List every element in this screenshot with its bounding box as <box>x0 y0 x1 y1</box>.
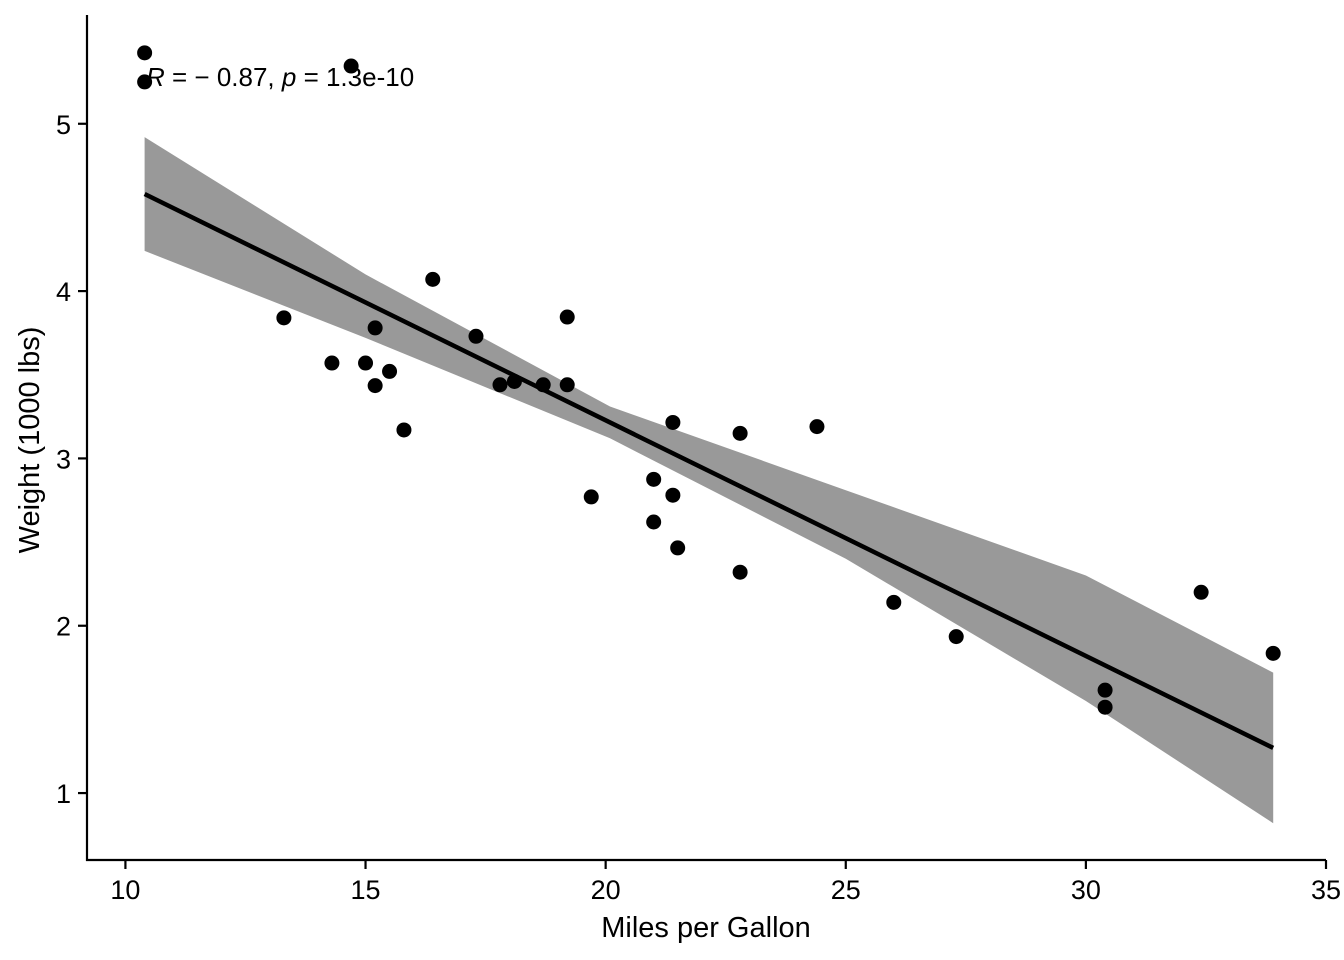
data-point <box>665 414 681 430</box>
x-axis-title: Miles per Gallon <box>601 912 811 944</box>
x-tick-label: 25 <box>831 875 861 905</box>
axes-layer: 10 15 20 25 30 35 1 2 3 4 5 <box>56 15 1341 905</box>
data-point <box>343 58 359 74</box>
data-point <box>559 309 575 325</box>
y-tick-label: 3 <box>56 444 71 474</box>
data-point <box>396 422 412 438</box>
correlation-annotation: R = − 0.87, p = 1.3e-10 <box>146 62 414 92</box>
y-axis-title: Weight (1000 lbs) <box>14 327 46 554</box>
x-tick-label: 30 <box>1071 875 1101 905</box>
data-point <box>665 487 681 503</box>
p-symbol: p <box>281 62 296 92</box>
data-point <box>137 45 153 61</box>
data-point <box>468 328 484 344</box>
x-tick-label: 10 <box>110 875 140 905</box>
data-point <box>559 377 575 393</box>
y-tick-label: 5 <box>56 110 71 140</box>
data-point <box>358 355 374 371</box>
data-point <box>382 363 398 379</box>
r-value: = − 0.87, <box>165 62 282 92</box>
data-point <box>646 514 662 530</box>
data-point <box>425 271 441 287</box>
data-point <box>1097 682 1113 698</box>
r-symbol: R <box>146 62 165 92</box>
data-point <box>1097 699 1113 715</box>
x-tick-label: 15 <box>351 875 381 905</box>
data-point <box>732 425 748 441</box>
data-point <box>276 310 292 326</box>
data-point <box>1265 645 1281 661</box>
data-point <box>583 489 599 505</box>
regression-line <box>143 192 1275 750</box>
data-point <box>535 377 551 393</box>
confidence-band-layer <box>144 137 1274 824</box>
data-point <box>732 564 748 580</box>
data-point <box>1193 584 1209 600</box>
p-value: = 1.3e-10 <box>296 62 414 92</box>
y-tick-label: 1 <box>56 779 71 809</box>
x-tick-label: 35 <box>1311 875 1341 905</box>
data-point <box>670 540 686 556</box>
regression-line-layer <box>143 192 1275 750</box>
data-point <box>492 377 508 393</box>
data-point <box>809 419 825 435</box>
data-point <box>137 74 153 90</box>
data-point <box>646 471 662 487</box>
data-point <box>506 373 522 389</box>
data-point <box>948 629 964 645</box>
y-tick-label: 4 <box>56 277 71 307</box>
confidence-band <box>144 137 1274 824</box>
y-tick-label: 2 <box>56 612 71 642</box>
data-point <box>367 378 383 394</box>
data-point <box>324 355 340 371</box>
x-tick-label: 20 <box>591 875 621 905</box>
data-point <box>886 594 902 610</box>
data-point <box>367 320 383 336</box>
points-layer <box>137 45 1281 715</box>
